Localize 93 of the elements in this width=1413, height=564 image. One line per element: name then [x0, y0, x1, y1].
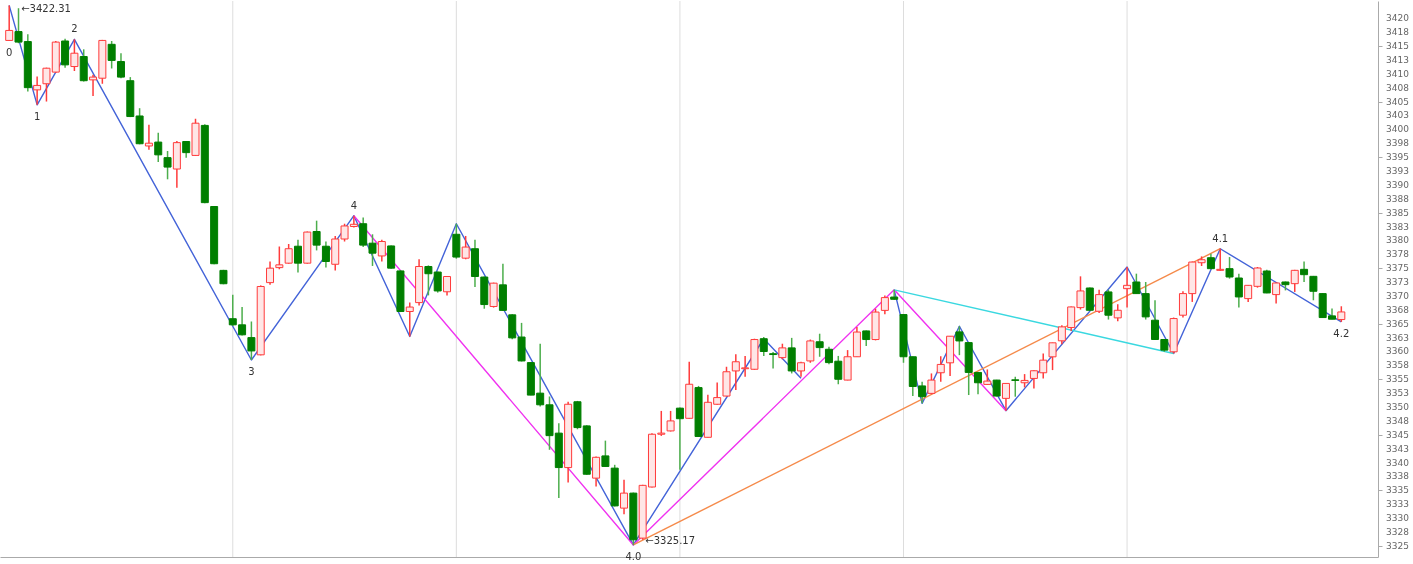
candlestick — [377, 239, 386, 263]
candlestick — [1123, 266, 1132, 309]
candlestick — [116, 52, 125, 79]
candlestick — [620, 479, 629, 515]
candlestick — [33, 75, 42, 106]
y-tick-label: 3338 — [1386, 471, 1410, 482]
y-tick-label: 3418 — [1386, 27, 1410, 38]
annotation: 2 — [71, 23, 78, 35]
y-tick-label: 3398 — [1386, 138, 1410, 149]
y-tick-label: 3415 — [1386, 40, 1409, 51]
candlestick — [107, 40, 116, 70]
y-tick-label: 3388 — [1386, 193, 1410, 204]
candlestick — [144, 124, 153, 151]
candlestick — [312, 219, 321, 252]
y-tick-label: 3365 — [1386, 318, 1409, 329]
y-tick-label: 3373 — [1386, 277, 1409, 288]
candlestick — [1095, 288, 1104, 314]
candlestick — [1011, 376, 1020, 398]
annotation: 4 — [350, 199, 358, 211]
candlestick — [5, 4, 14, 42]
y-tick-label: 3350 — [1386, 402, 1410, 413]
candlestick — [70, 38, 79, 72]
candlestick — [489, 281, 498, 309]
annotation: ←3325.17 — [645, 534, 696, 546]
candlestick — [1048, 341, 1057, 371]
y-tick-label: 3343 — [1386, 443, 1409, 454]
y-tick-label: 3375 — [1386, 263, 1409, 274]
y-tick-label: 3405 — [1386, 96, 1409, 107]
y-tick-label: 3385 — [1386, 207, 1409, 218]
candlestick — [61, 38, 70, 69]
candlestick — [293, 239, 302, 274]
y-tick-label: 3413 — [1386, 54, 1409, 65]
y-tick-label: 3358 — [1386, 360, 1410, 371]
candlestick — [880, 294, 889, 316]
annotation: ←3422.31 — [21, 3, 71, 15]
candlestick — [675, 406, 684, 471]
candlestick — [1300, 260, 1309, 283]
y-tick-label: 3345 — [1386, 429, 1409, 440]
annotation: 0 — [6, 46, 13, 58]
y-tick-label: 3348 — [1386, 415, 1410, 426]
annotation: 4.0 — [625, 550, 642, 562]
candlestick — [154, 131, 163, 163]
y-tick-label: 3333 — [1386, 499, 1409, 510]
candlestick — [321, 240, 330, 269]
y-tick-label: 3370 — [1386, 290, 1410, 301]
annotation: 4.1 — [1212, 232, 1229, 244]
y-tick-label: 3363 — [1386, 332, 1409, 343]
candlestick — [1309, 275, 1318, 302]
y-tick-label: 3353 — [1386, 388, 1409, 399]
y-tick-label: 3390 — [1386, 179, 1410, 190]
y-tick-label: 3335 — [1386, 485, 1409, 496]
candlestick — [955, 325, 964, 356]
annotation: 4.2 — [1333, 327, 1350, 339]
candlestick — [1001, 382, 1010, 412]
candlestick — [266, 260, 275, 286]
candlestick — [601, 439, 610, 468]
candlestick — [759, 336, 768, 357]
candlestick — [592, 455, 601, 488]
candlestick — [815, 332, 824, 358]
y-tick-label: 3340 — [1386, 457, 1410, 468]
y-tick-label: 3380 — [1386, 235, 1410, 246]
y-tick-label: 3410 — [1386, 68, 1410, 79]
candlestick — [1085, 286, 1094, 312]
y-tick-label: 3355 — [1386, 374, 1409, 385]
y-tick-label: 3393 — [1386, 165, 1409, 176]
y-tick-label: 3378 — [1386, 249, 1410, 260]
candlestick — [284, 243, 293, 265]
candlestick — [787, 337, 796, 375]
candlestick — [666, 410, 675, 433]
candlestick — [405, 301, 414, 338]
y-tick-label: 3403 — [1386, 110, 1409, 121]
line-series — [353, 214, 1007, 546]
candlestick — [936, 355, 945, 383]
candlestick — [769, 351, 778, 370]
y-tick-label: 3325 — [1386, 540, 1409, 551]
y-tick-label: 3395 — [1386, 152, 1409, 163]
y-tick-label: 3408 — [1386, 82, 1410, 93]
candlestick — [247, 320, 256, 361]
annotation: 3 — [248, 365, 255, 377]
candlestick — [452, 222, 461, 260]
candlestick — [1272, 281, 1281, 305]
candlestick — [275, 245, 284, 271]
annotation: 1 — [33, 110, 41, 122]
y-tick-label: 3330 — [1386, 513, 1410, 524]
candlestick — [163, 150, 172, 181]
y-tick-label: 3400 — [1386, 124, 1410, 135]
candlestick — [387, 244, 396, 270]
y-tick-label: 3368 — [1386, 304, 1410, 315]
y-tick-label: 3328 — [1386, 527, 1410, 538]
candlestick — [1104, 288, 1113, 321]
y-tick-label: 3383 — [1386, 221, 1409, 232]
y-tick-label: 3420 — [1386, 13, 1410, 24]
y-tick-label: 3360 — [1386, 346, 1410, 357]
